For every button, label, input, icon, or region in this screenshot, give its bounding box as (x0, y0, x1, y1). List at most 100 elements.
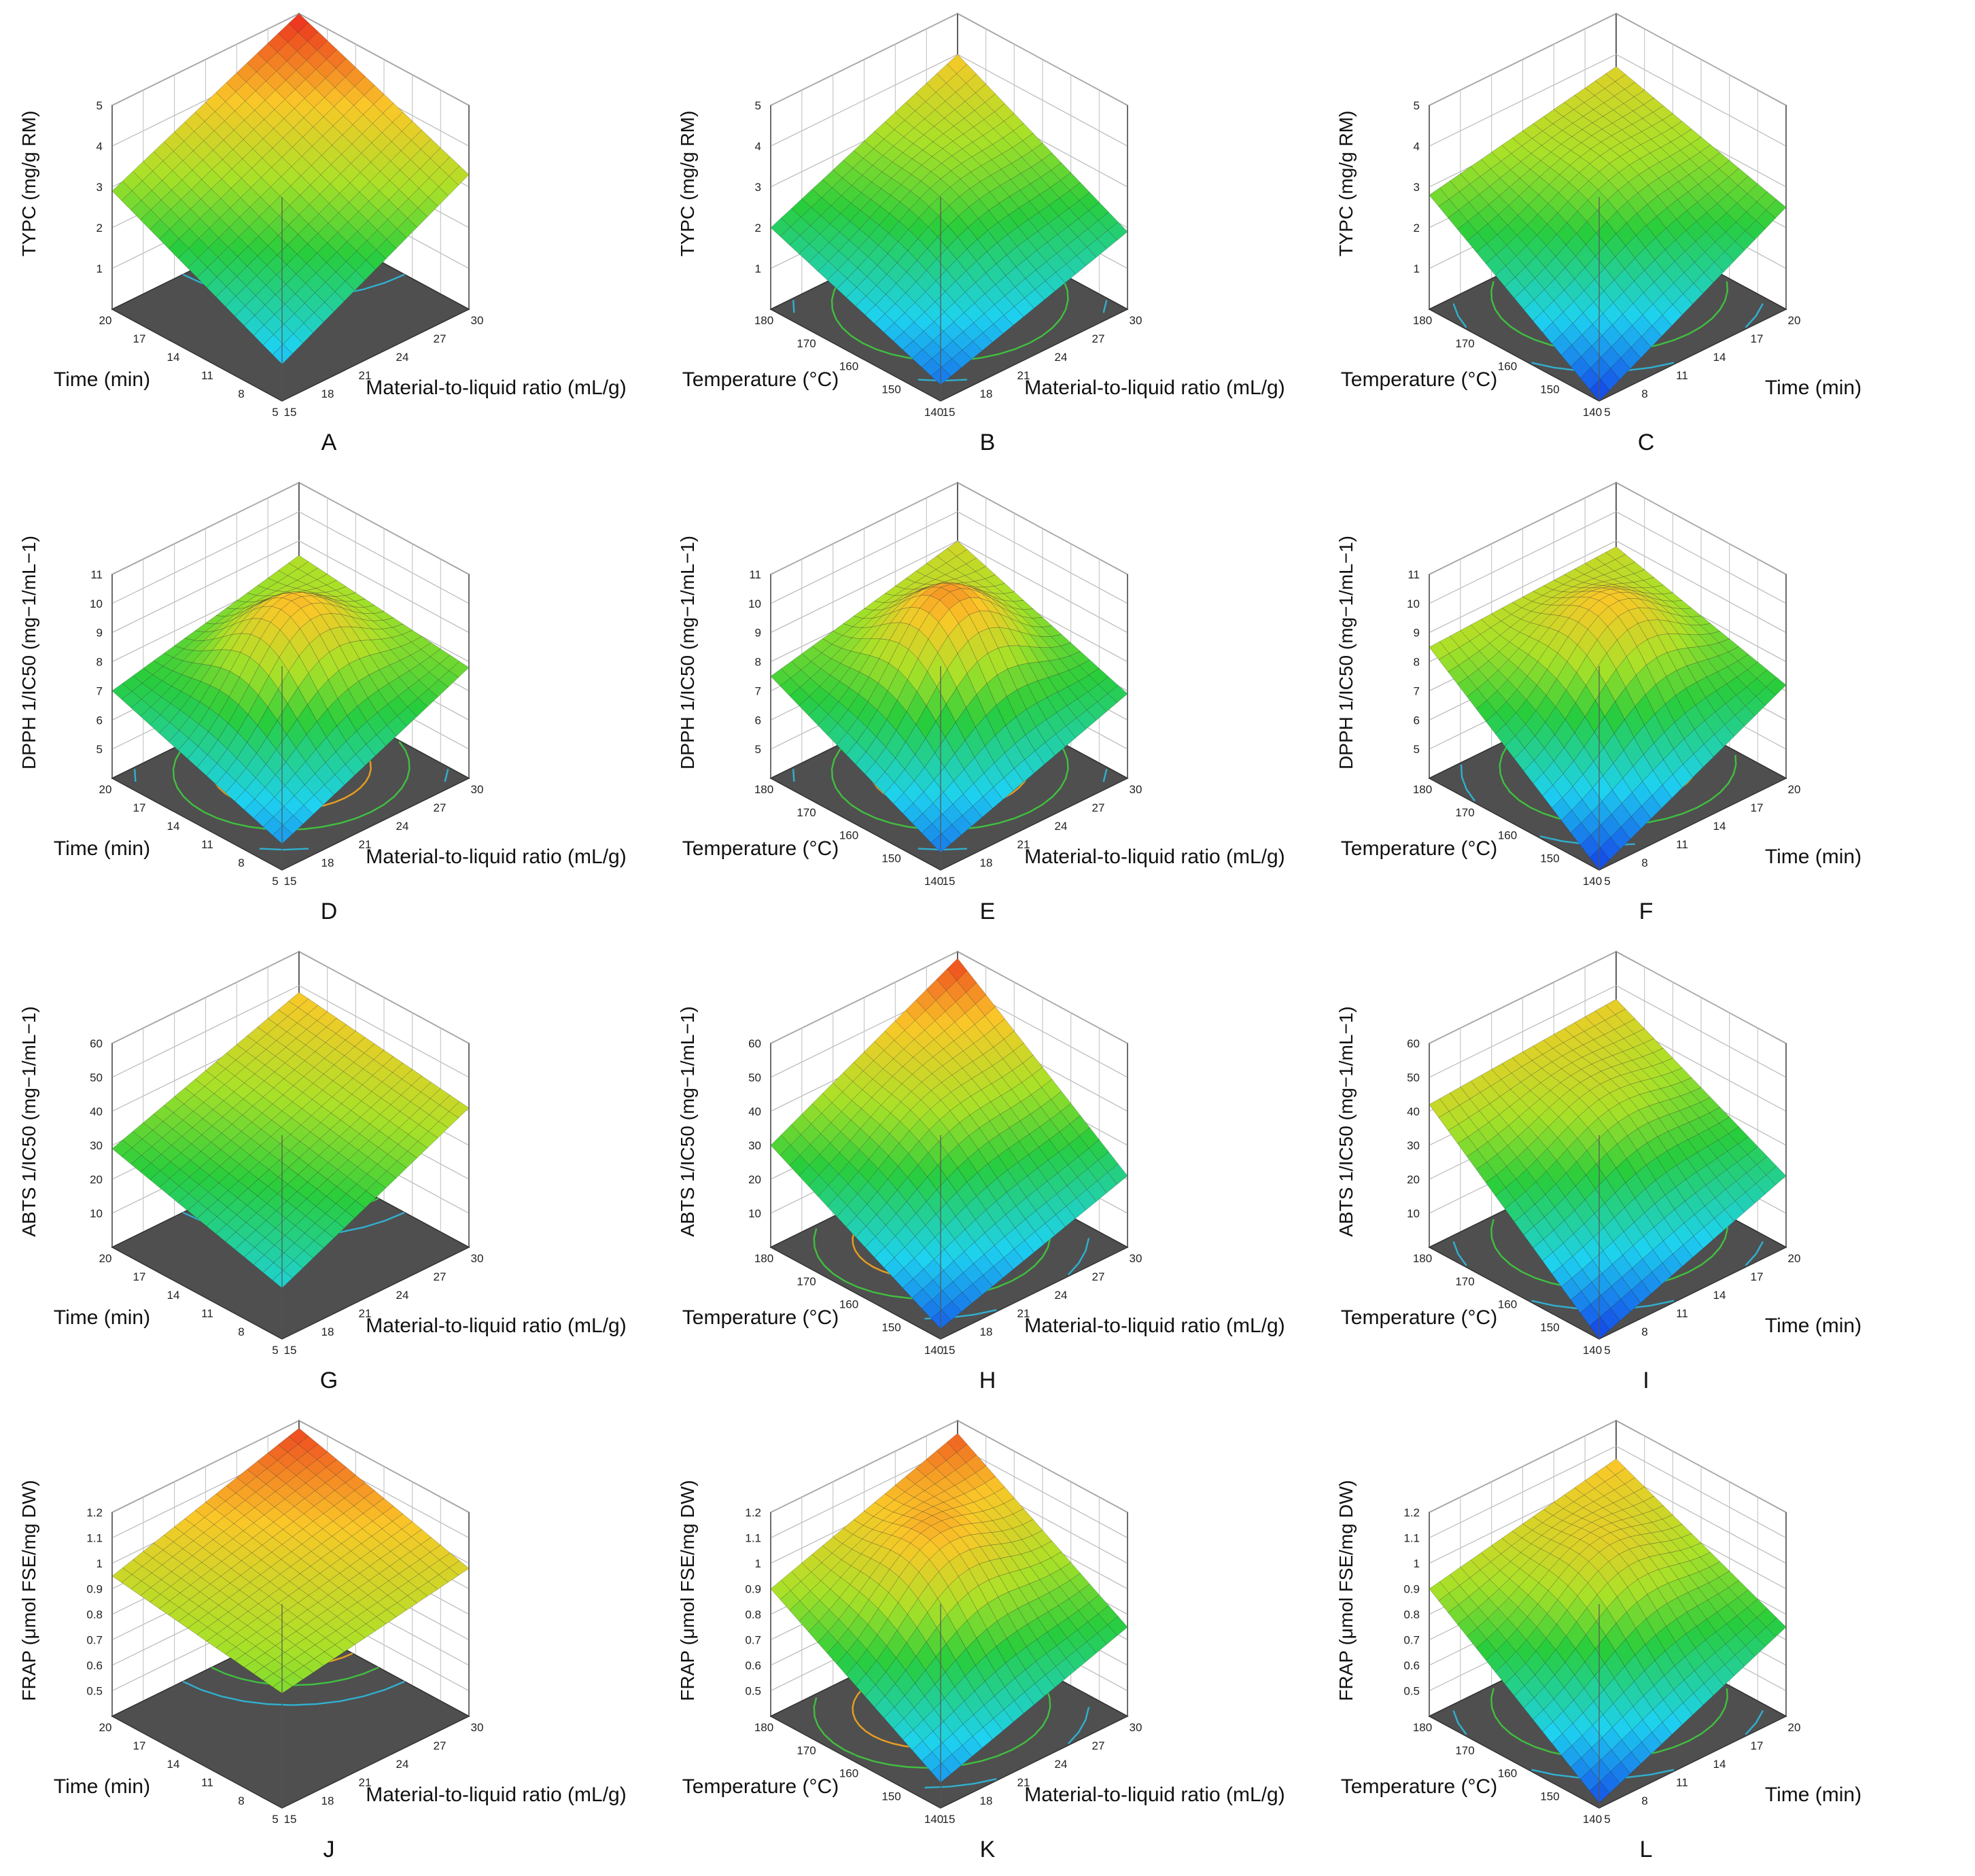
panel-letter: B (979, 430, 996, 455)
surface-cell (930, 367, 951, 385)
z-tick-label: 2 (1414, 222, 1420, 234)
z-tick-label: 50 (90, 1071, 103, 1084)
y-axis-title: Temperature (°C) (1341, 1775, 1497, 1798)
x-tick-label: 15 (943, 406, 956, 419)
x-tick-label: 30 (1130, 1721, 1142, 1734)
z-tick-label: 0.9 (86, 1583, 103, 1596)
z-tick-label: 8 (755, 656, 761, 669)
x-tick-label: 27 (434, 1739, 447, 1752)
surface-plot-l: 0.5 0.6 0.7 0.8 0.9 1 1.1 1.2 140 150 160 170 180 5 8 1… (1317, 1407, 1975, 1876)
x-tick-label: 21 (1017, 1307, 1030, 1320)
y-tick-label: 140 (924, 406, 943, 419)
panel-letter: H (979, 1368, 996, 1393)
contour-line (1452, 1710, 1467, 1735)
y-tick-label: 170 (797, 1744, 816, 1757)
surface-plot-f: 5 6 7 8 9 10 11 140 150 160 170 180 5 8 11 14 17 20 Temper… (1317, 469, 1975, 938)
surface-cell (272, 1680, 293, 1694)
y-tick-label: 150 (1540, 1321, 1559, 1334)
y-tick-label: 8 (238, 856, 244, 869)
x-tick-label: 18 (321, 1794, 334, 1807)
x-tick-label: 24 (1055, 1289, 1068, 1302)
surface-plot-k: 0.5 0.6 0.7 0.8 0.9 1 1.1 1.2 140 150 160 170 180 15 1… (659, 1407, 1316, 1876)
surface-cell (930, 1762, 951, 1783)
z-tick-label: 60 (748, 1037, 761, 1050)
x-tick-label: 5 (1604, 1344, 1610, 1357)
surface-cell (930, 1309, 951, 1330)
x-axis-title: Material-to-liquid ratio (mL/g) (366, 377, 626, 399)
surface-cell (272, 344, 293, 365)
z-tick-label: 0.9 (1403, 1583, 1420, 1596)
y-axis-title: Temperature (°C) (1341, 368, 1497, 391)
surface-plot-c: 1 2 3 4 5 140 150 160 170 180 5 8 11 14 17 20 Temperatur… (1317, 0, 1975, 469)
y-tick-label: 170 (1455, 1275, 1474, 1288)
x-axis-title: Time (min) (1765, 846, 1862, 868)
surface-svg: 5 6 7 8 9 10 11 140 150 160 170 180 15 18 21 24 27 30 Temp… (677, 481, 1285, 888)
y-axis-title: Temperature (°C) (682, 837, 839, 860)
y-tick-label: 140 (1583, 406, 1602, 419)
y-tick-label: 140 (1583, 1813, 1602, 1826)
response-surface (1429, 66, 1787, 402)
x-tick-label: 18 (321, 387, 334, 400)
x-tick-label: 18 (980, 856, 993, 869)
z-tick-label: 10 (748, 1207, 761, 1220)
y-tick-label: 150 (1540, 1790, 1559, 1803)
z-tick-label: 0.8 (86, 1608, 103, 1621)
z-tick-label: 10 (1407, 597, 1420, 610)
z-axis-title: DPPH 1/IC50 (mg−1/mL−1) (1335, 536, 1357, 769)
y-axis-title: Temperature (°C) (682, 368, 839, 391)
y-tick-label: 180 (754, 1721, 773, 1734)
x-tick-label: 27 (1092, 801, 1105, 814)
y-tick-label: 160 (1498, 360, 1517, 373)
x-axis-title: Material-to-liquid ratio (mL/g) (1024, 1315, 1284, 1337)
surface-svg: 0.5 0.6 0.7 0.8 0.9 1 1.1 1.2 5 8 11 14 17 20 15 18 21 24… (18, 1419, 627, 1826)
x-tick-label: 21 (359, 1307, 372, 1320)
y-tick-label: 160 (839, 829, 858, 842)
z-tick-label: 6 (755, 714, 761, 727)
x-tick-label: 24 (396, 351, 409, 364)
x-axis-title: Time (min) (1765, 1784, 1862, 1806)
response-surface (770, 540, 1128, 853)
z-tick-label: 3 (1414, 181, 1420, 194)
x-tick-label: 14 (1713, 820, 1726, 833)
panel-letter: C (1637, 430, 1655, 455)
z-tick-label: 11 (1408, 568, 1420, 581)
y-axis-title: Temperature (°C) (1341, 1306, 1497, 1329)
z-tick-label: 3 (97, 181, 103, 194)
x-tick-label: 21 (1017, 1776, 1030, 1789)
surface-svg: 1 2 3 4 5 5 8 11 14 17 20 15 18 21 24 27 30 Time (min) Mat… (18, 12, 627, 419)
y-tick-label: 20 (99, 1252, 112, 1265)
y-tick-label: 160 (839, 1767, 858, 1780)
x-tick-label: 5 (1604, 1813, 1610, 1826)
x-axis-title: Material-to-liquid ratio (mL/g) (1024, 1784, 1284, 1806)
z-tick-label: 0.6 (745, 1659, 761, 1672)
surface-cell (1589, 379, 1610, 402)
y-tick-label: 5 (272, 875, 278, 888)
z-tick-label: 1.1 (86, 1532, 103, 1545)
z-axis-title: FRAP (μmol FSE/mg DW) (18, 1480, 39, 1701)
y-tick-label: 170 (797, 806, 816, 819)
y-tick-label: 170 (1455, 337, 1474, 350)
surface-svg: 0.5 0.6 0.7 0.8 0.9 1 1.1 1.2 140 150 160 170 180 15 1… (677, 1419, 1285, 1826)
z-tick-label: 2 (755, 222, 761, 234)
x-tick-label: 15 (284, 875, 297, 888)
z-tick-label: 40 (1407, 1105, 1420, 1118)
x-tick-label: 20 (1788, 1721, 1801, 1734)
z-axis-title: ABTS 1/IC50 (mg−1/mL−1) (18, 1006, 39, 1236)
z-tick-label: 3 (755, 181, 761, 194)
z-tick-label: 5 (97, 99, 103, 112)
surface-svg: 5 6 7 8 9 10 11 140 150 160 170 180 5 8 11 14 17 20 Temper… (1335, 481, 1862, 888)
z-axis-title: TYPC (mg/g RM) (1335, 111, 1357, 257)
z-tick-label: 1.1 (745, 1532, 761, 1545)
y-tick-label: 180 (754, 1252, 773, 1265)
surface-svg: 1 2 3 4 5 140 150 160 170 180 15 18 21 24 27 30 Temperat… (677, 12, 1285, 419)
y-axis-title: Temperature (°C) (1341, 837, 1497, 860)
z-tick-label: 10 (90, 597, 103, 610)
z-tick-label: 1.2 (86, 1506, 103, 1519)
contour-line (1452, 1241, 1467, 1266)
surface-svg: 0.5 0.6 0.7 0.8 0.9 1 1.1 1.2 140 150 160 170 180 5 8 1… (1335, 1419, 1862, 1826)
y-tick-label: 14 (167, 1758, 180, 1771)
x-axis-title: Material-to-liquid ratio (mL/g) (1024, 377, 1284, 399)
contour-line (792, 769, 795, 782)
y-tick-label: 180 (1413, 1721, 1432, 1734)
